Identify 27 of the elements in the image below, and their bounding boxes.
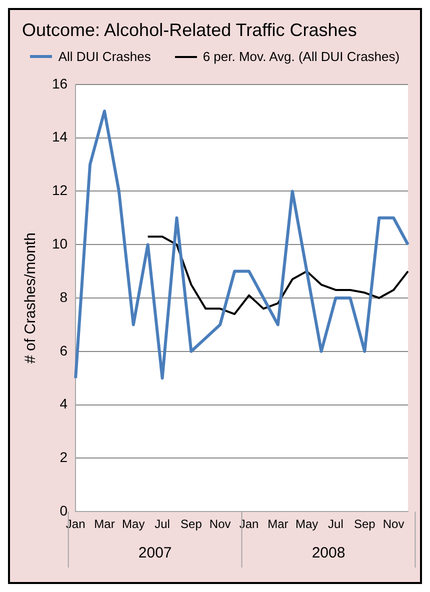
- x-tick-label: May: [295, 517, 318, 532]
- y-tick-label: 4: [60, 396, 68, 412]
- y-tick-label: 8: [60, 288, 68, 305]
- x-tick-label: Jan: [66, 517, 86, 532]
- y-tick-label: 14: [52, 128, 68, 145]
- y-tick-label: 0: [60, 502, 68, 518]
- x-tick-label: Jul: [328, 517, 344, 532]
- legend-label: 6 per. Mov. Avg. (All DUI Crashes): [202, 49, 400, 64]
- legend-label: All DUI Crashes: [58, 49, 151, 64]
- x-tick-label: Jan: [239, 517, 259, 532]
- y-axis-title: # of Crashes/month: [22, 232, 40, 364]
- x-tick-label: Nov: [209, 517, 231, 532]
- y-tick-label: 2: [60, 449, 68, 466]
- x-tick-label: Nov: [382, 517, 404, 532]
- y-tick-label: 12: [52, 182, 68, 198]
- x-tick-label: Sep: [354, 517, 376, 532]
- x-tick-label: Mar: [268, 517, 288, 532]
- chart-title: Outcome: Alcohol-Related Traffic Crashes: [21, 19, 358, 42]
- y-tick-label: 6: [60, 342, 68, 358]
- text: 2007: [138, 544, 172, 562]
- y-tick-label: 10: [52, 235, 68, 252]
- y-tick-label: 16: [52, 75, 68, 92]
- x-tick-label: May: [122, 517, 145, 532]
- text: 2008: [312, 544, 346, 562]
- x-tick-label: Mar: [94, 517, 115, 532]
- x-tick-label: Sep: [180, 517, 202, 532]
- x-tick-label: Jul: [154, 517, 170, 532]
